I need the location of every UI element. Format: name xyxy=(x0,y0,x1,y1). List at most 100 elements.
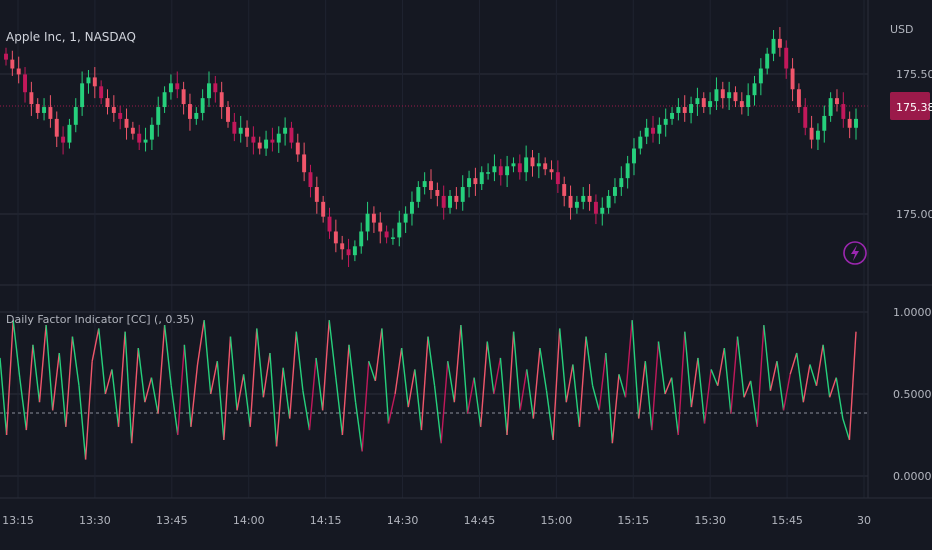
candle-body xyxy=(847,118,852,128)
candle-body xyxy=(257,142,262,149)
indicator-segment xyxy=(822,344,831,398)
candle-body xyxy=(511,163,516,167)
time-tick-label: 15:30 xyxy=(694,514,726,527)
indicator-segment xyxy=(38,325,47,403)
time-tick-label: 13:15 xyxy=(2,514,34,527)
candle-body xyxy=(689,104,694,113)
indicator-segment xyxy=(624,320,633,398)
indicator-segment xyxy=(282,367,291,419)
candle-body xyxy=(162,92,167,108)
indicator-segment xyxy=(157,325,166,414)
indicator-segment xyxy=(177,344,186,436)
indicator-segment xyxy=(91,328,100,362)
indicator-segment xyxy=(598,352,607,411)
indicator-segment xyxy=(835,377,844,419)
candle-body xyxy=(758,68,763,84)
candle-body xyxy=(403,213,408,223)
indicator-segment xyxy=(111,369,120,427)
indicator-segment xyxy=(796,352,805,403)
candle-body xyxy=(746,95,751,108)
indicator-segment xyxy=(223,336,232,440)
candle-body xyxy=(226,107,230,122)
indicator-segment xyxy=(763,325,772,391)
indicator-segment xyxy=(605,352,614,444)
candle-body xyxy=(295,142,300,155)
candle-body xyxy=(701,98,706,108)
indicator-segment xyxy=(321,320,330,411)
candle-body xyxy=(321,201,326,217)
candle-body xyxy=(454,195,459,202)
indicator-segment xyxy=(150,377,159,414)
time-tick-label: 14:00 xyxy=(233,514,265,527)
indicator-segment xyxy=(644,361,653,431)
candle-body xyxy=(581,195,586,202)
indicator-segment xyxy=(196,320,205,365)
candle-body xyxy=(524,157,529,173)
candle-body xyxy=(105,98,110,108)
indicator-segment xyxy=(368,360,376,382)
candle-body xyxy=(752,83,757,96)
candle-body xyxy=(4,53,8,60)
candle-body xyxy=(352,246,357,256)
candle-body xyxy=(612,187,617,196)
candle-body xyxy=(80,83,85,108)
indicator-segment xyxy=(335,377,344,436)
candle-body xyxy=(479,172,484,185)
indicator-segment xyxy=(710,369,719,387)
candle-body xyxy=(638,136,643,149)
last-price-label: 175.38 xyxy=(896,101,932,114)
candle-body xyxy=(264,139,269,149)
candle-body xyxy=(708,101,713,108)
candle-body xyxy=(61,136,66,143)
candle-body xyxy=(815,130,820,140)
indicator-segment xyxy=(210,361,218,395)
time-tick-label: 15:15 xyxy=(617,514,649,527)
indicator-segment xyxy=(776,361,785,411)
indicator-segment xyxy=(12,320,21,378)
indicator-segment xyxy=(526,369,535,419)
indicator-segment xyxy=(45,325,54,411)
symbol-title[interactable]: Apple Inc, 1, NASDAQ xyxy=(6,30,136,44)
indicator-segment xyxy=(743,380,752,398)
candle-body xyxy=(48,107,53,119)
candle-body xyxy=(130,127,135,134)
indicator-segment xyxy=(756,325,765,427)
indicator-segment xyxy=(295,331,304,391)
candle-body xyxy=(410,201,414,214)
indicator-segment xyxy=(78,385,87,460)
indicator-segment xyxy=(532,348,541,419)
candle-body xyxy=(181,89,186,105)
indicator-segment xyxy=(730,336,739,414)
indicator-segment xyxy=(163,325,172,386)
indicator-segment xyxy=(289,331,298,419)
candle-body xyxy=(549,169,554,173)
indicator-segment xyxy=(440,361,449,444)
candle-body xyxy=(448,195,452,208)
candle-body xyxy=(663,118,668,125)
lightning-icon[interactable] xyxy=(843,241,867,265)
indicator-segment xyxy=(328,320,337,378)
candle-body xyxy=(35,104,40,113)
indicator-segment xyxy=(585,336,594,386)
candle-body xyxy=(733,92,738,102)
candle-body xyxy=(809,127,814,140)
candle-body xyxy=(308,172,313,188)
indicator-segment xyxy=(183,344,192,427)
indicator-segment xyxy=(651,341,660,431)
indicator-segment xyxy=(736,336,745,398)
indicator-segment xyxy=(697,357,706,424)
indicator-segment xyxy=(229,336,238,411)
indicator-segment xyxy=(578,336,587,427)
indicator-segment xyxy=(104,369,113,395)
candle-body xyxy=(695,98,700,105)
candle-body xyxy=(340,243,345,250)
time-axis[interactable]: 13:15 13:30 13:45 14:00 14:15 14:30 14:45 15:00… xyxy=(2,514,871,527)
candle-body xyxy=(429,181,433,190)
time-grid xyxy=(17,0,865,498)
indicator-title[interactable]: Daily Factor Indicator [CC] (, 0.35) xyxy=(6,313,194,326)
candle-body xyxy=(562,184,567,196)
time-tick-label: 14:30 xyxy=(387,514,419,527)
candle-body xyxy=(828,98,833,116)
indicator-segment xyxy=(802,364,811,403)
